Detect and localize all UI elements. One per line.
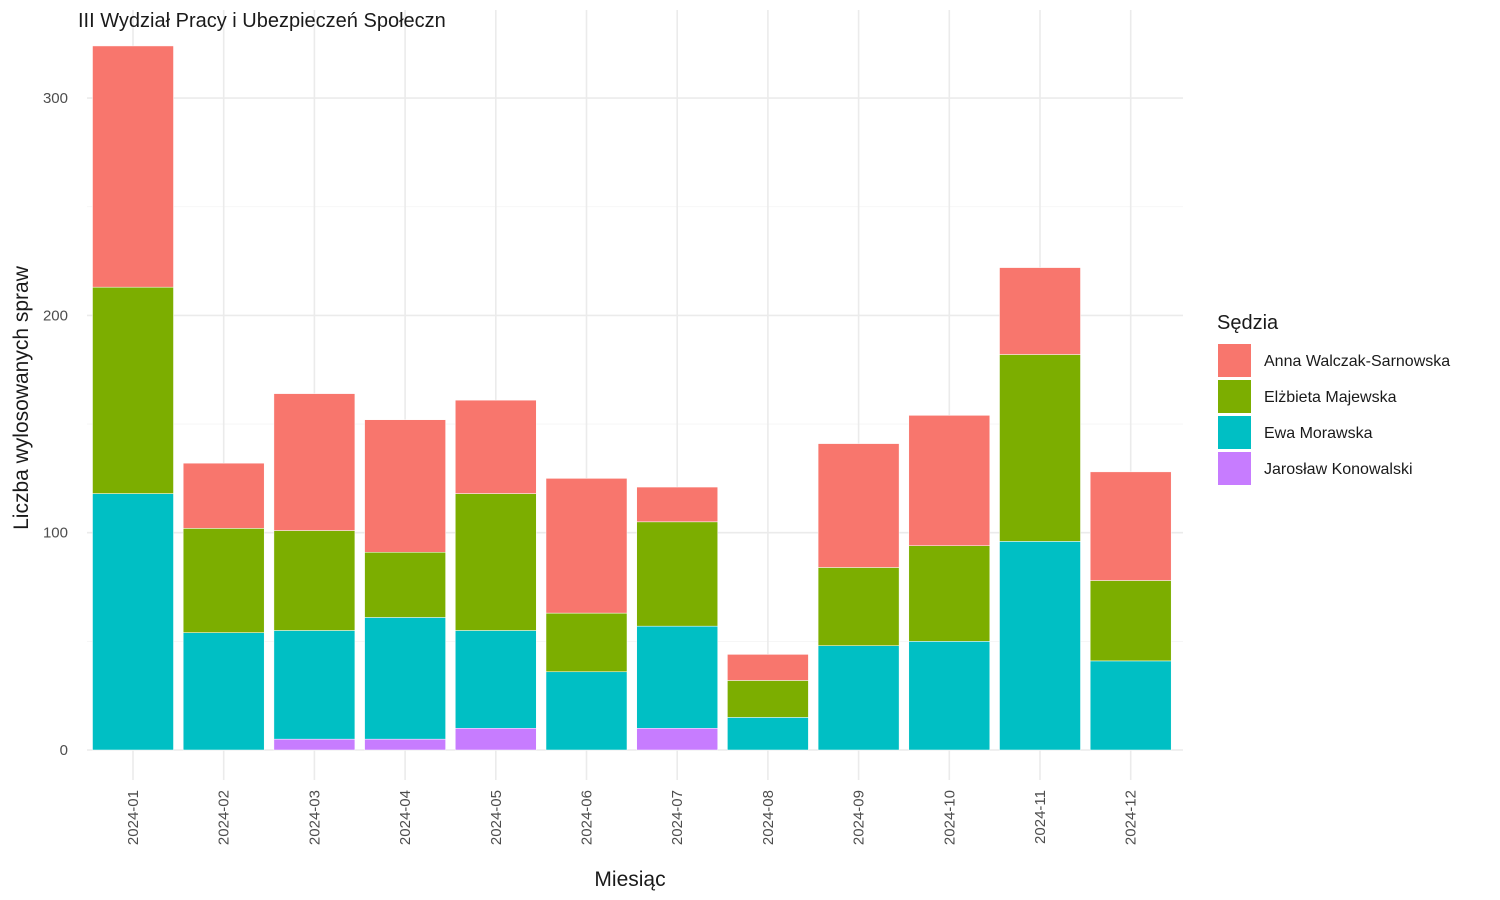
bar-segment-elzbieta-majewska-2024-12 bbox=[1089, 580, 1172, 662]
x-tick-label: 2024-11 bbox=[1032, 790, 1049, 844]
legend-label-ewa-morawska: Ewa Morawska bbox=[1264, 425, 1373, 442]
bar-segment-ewa-morawska-2024-06 bbox=[545, 671, 628, 751]
bar-segment-jaroslaw-konowalski-2024-05 bbox=[455, 728, 537, 751]
y-tick-label: 0 bbox=[60, 742, 68, 759]
bar-segment-ewa-morawska-2024-04 bbox=[364, 617, 446, 740]
x-tick-label: 2024-01 bbox=[125, 790, 142, 845]
bar-segment-elzbieta-majewska-2024-08 bbox=[727, 680, 809, 718]
bar-segment-jaroslaw-konowalski-2024-07 bbox=[636, 728, 718, 751]
bar-segment-anna-walczak-sarnowska-2024-10 bbox=[908, 415, 991, 546]
bar-segment-ewa-morawska-2024-10 bbox=[908, 641, 991, 751]
bar-segment-anna-walczak-sarnowska-2024-11 bbox=[999, 267, 1081, 355]
x-tick-label: 2024-02 bbox=[216, 790, 233, 845]
legend-label-elzbieta-majewska: Elżbieta Majewska bbox=[1264, 389, 1397, 406]
bar-segment-anna-walczak-sarnowska-2024-06 bbox=[545, 478, 628, 614]
bar-segment-ewa-morawska-2024-07 bbox=[636, 625, 718, 729]
x-tick-label: 2024-03 bbox=[306, 790, 323, 845]
legend-key-anna-walczak-sarnowska bbox=[1218, 344, 1251, 377]
legend-title: Sędzia bbox=[1217, 312, 1279, 334]
bar-segment-anna-walczak-sarnowska-2024-02 bbox=[182, 462, 265, 529]
x-tick-label: 2024-06 bbox=[579, 790, 596, 845]
legend-label-anna-walczak-sarnowska: Anna Walczak-Sarnowska bbox=[1264, 353, 1450, 370]
bar-segment-anna-walczak-sarnowska-2024-09 bbox=[817, 443, 900, 568]
x-tick-label: 2024-09 bbox=[851, 790, 868, 845]
y-tick-label: 100 bbox=[43, 525, 68, 542]
x-tick-label: 2024-10 bbox=[941, 790, 958, 845]
bar-segment-ewa-morawska-2024-01 bbox=[92, 493, 174, 751]
bar-segment-anna-walczak-sarnowska-2024-08 bbox=[727, 654, 809, 681]
x-tick-label: 2024-04 bbox=[397, 790, 414, 845]
bar-segment-elzbieta-majewska-2024-02 bbox=[182, 528, 265, 633]
x-axis-ticks: 2024-01 2024-02 2024-03 2024-04 2024-05 2024-… bbox=[125, 790, 1140, 845]
legend: Sędzia Anna Walczak-Sarnowska Elżbieta Ma… bbox=[1217, 312, 1450, 485]
bar-segment-elzbieta-majewska-2024-09 bbox=[817, 567, 900, 646]
bar-segment-anna-walczak-sarnowska-2024-04 bbox=[364, 419, 446, 553]
bar-segment-elzbieta-majewska-2024-07 bbox=[636, 521, 718, 627]
chart-title: III Wydział Pracy i Ubezpieczeń Społeczn bbox=[78, 10, 446, 32]
bar-segment-anna-walczak-sarnowska-2024-01 bbox=[92, 45, 174, 288]
bar-segment-ewa-morawska-2024-02 bbox=[182, 632, 265, 751]
x-tick-label: 2024-08 bbox=[760, 790, 777, 845]
bar-segment-jaroslaw-konowalski-2024-04 bbox=[364, 738, 446, 751]
bar-segment-ewa-morawska-2024-03 bbox=[273, 630, 356, 740]
legend-key-elzbieta-majewska bbox=[1218, 380, 1251, 413]
y-axis-title: Liczba wylosowanych spraw bbox=[10, 265, 33, 530]
bar-segment-ewa-morawska-2024-12 bbox=[1089, 660, 1172, 751]
bar-segment-anna-walczak-sarnowska-2024-03 bbox=[273, 393, 356, 531]
bar-segment-elzbieta-majewska-2024-06 bbox=[545, 612, 628, 673]
y-tick-label: 300 bbox=[43, 90, 68, 107]
bar-segment-elzbieta-majewska-2024-01 bbox=[92, 286, 174, 494]
bar-segment-jaroslaw-konowalski-2024-03 bbox=[273, 738, 356, 751]
bar-segment-elzbieta-majewska-2024-03 bbox=[273, 530, 356, 631]
bar-segment-elzbieta-majewska-2024-05 bbox=[455, 493, 537, 631]
bars bbox=[92, 45, 1172, 751]
y-axis-ticks: 0 100 200 300 bbox=[43, 90, 68, 759]
legend-key-jaroslaw-konowalski bbox=[1218, 452, 1251, 485]
bar-segment-anna-walczak-sarnowska-2024-07 bbox=[636, 486, 718, 523]
bar-segment-elzbieta-majewska-2024-10 bbox=[908, 545, 991, 642]
bar-segment-ewa-morawska-2024-09 bbox=[817, 645, 900, 751]
bar-segment-ewa-morawska-2024-11 bbox=[999, 541, 1081, 751]
bar-segment-ewa-morawska-2024-08 bbox=[727, 717, 809, 751]
bar-segment-anna-walczak-sarnowska-2024-05 bbox=[455, 399, 537, 494]
legend-label-jaroslaw-konowalski: Jarosław Konowalski bbox=[1264, 461, 1413, 478]
y-tick-label: 200 bbox=[43, 307, 68, 324]
bar-segment-elzbieta-majewska-2024-11 bbox=[999, 354, 1081, 542]
bar-segment-ewa-morawska-2024-05 bbox=[455, 630, 537, 729]
x-axis-title: Miesiąc bbox=[594, 868, 665, 891]
bar-segment-anna-walczak-sarnowska-2024-12 bbox=[1089, 471, 1172, 581]
legend-key-ewa-morawska bbox=[1218, 416, 1251, 449]
bar-segment-elzbieta-majewska-2024-04 bbox=[364, 552, 446, 618]
x-tick-label: 2024-12 bbox=[1123, 790, 1140, 845]
x-tick-label: 2024-07 bbox=[669, 790, 686, 845]
x-tick-label: 2024-05 bbox=[488, 790, 505, 845]
